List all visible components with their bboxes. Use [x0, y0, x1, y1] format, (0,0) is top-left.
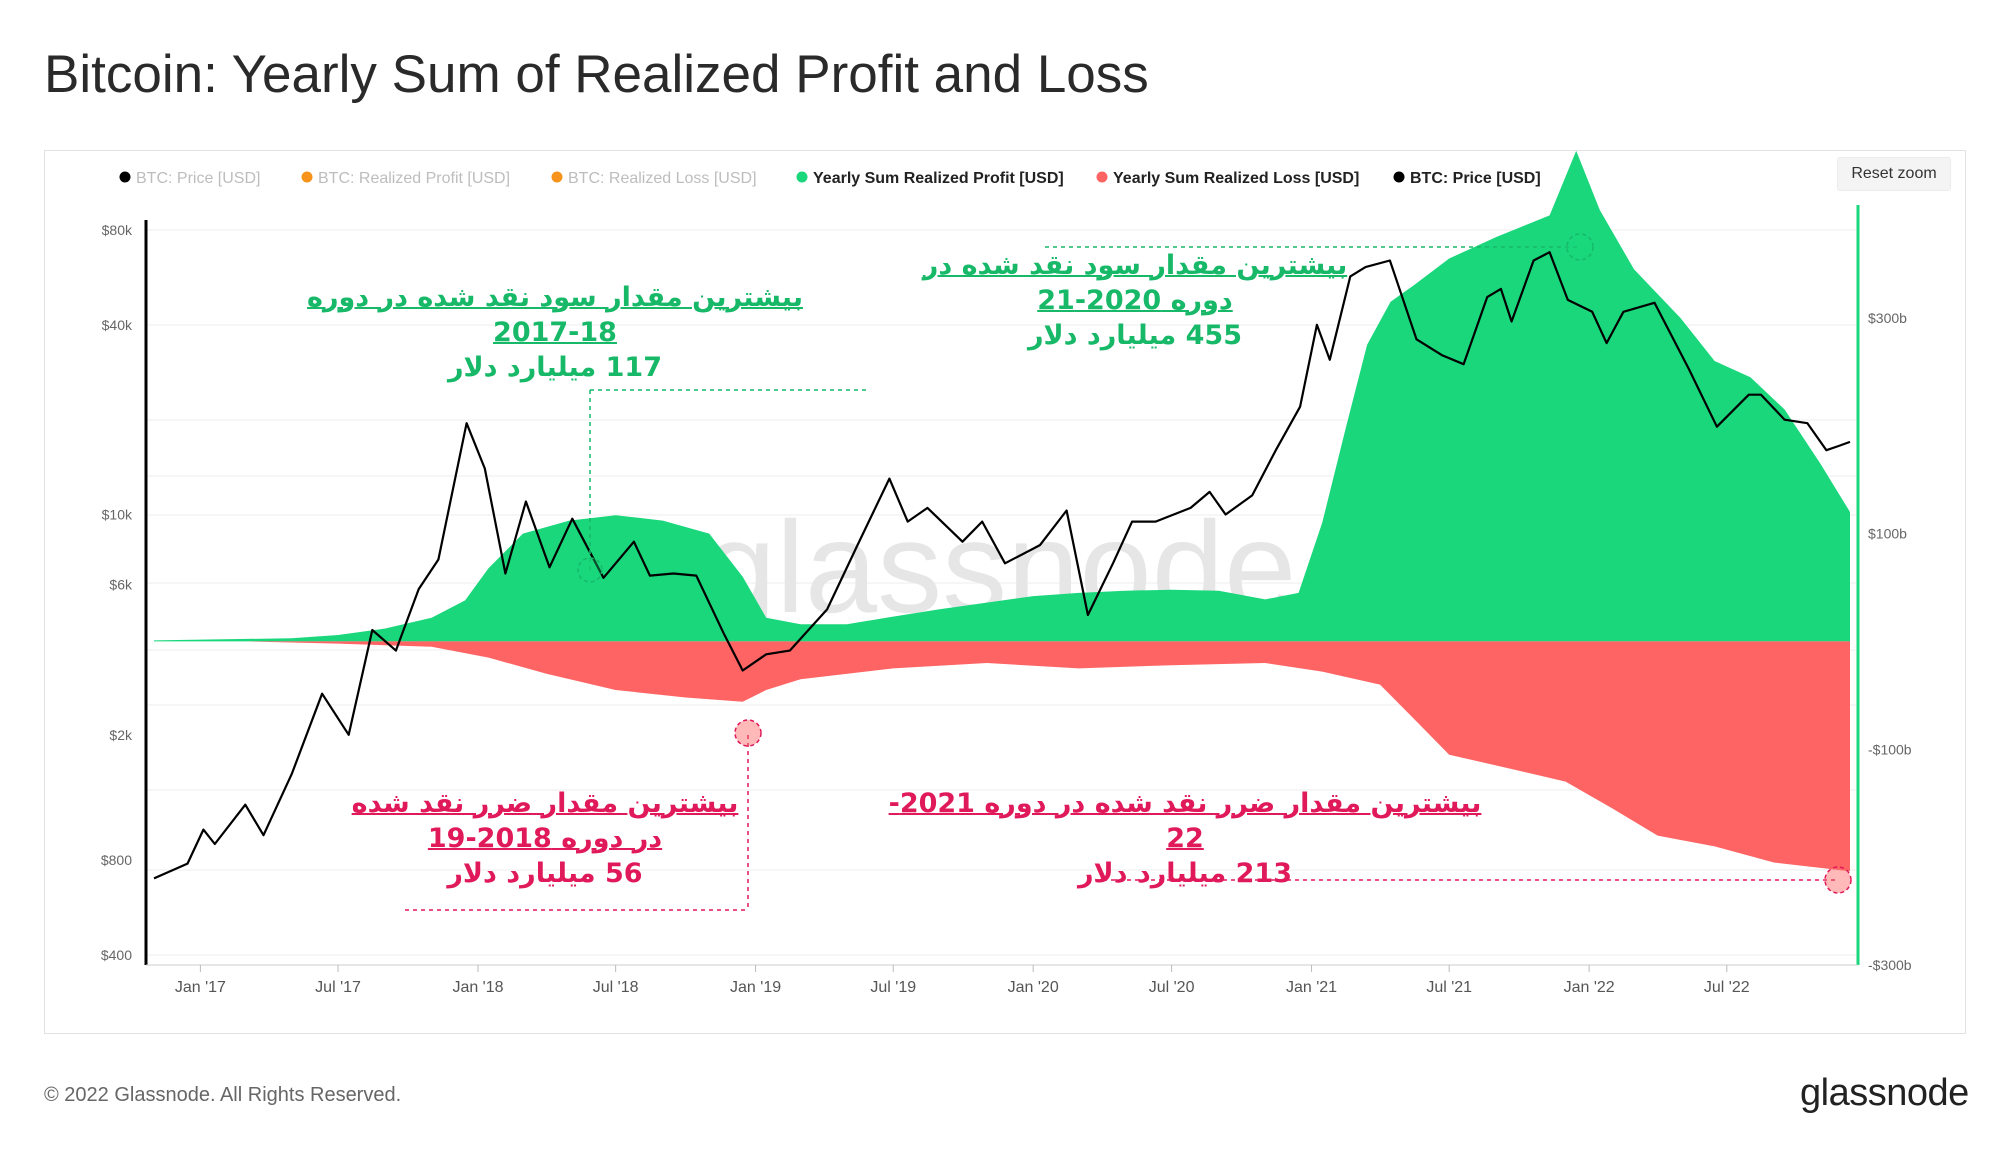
chart-frame: [44, 150, 1966, 1034]
price-line: [153, 251, 1851, 880]
x-tick-label: Jul '19: [870, 979, 916, 996]
annotation-line: در دوره 2018-19: [427, 823, 663, 855]
annotation-line: بیشترین مقدار سود نقد شده در دوره: [307, 282, 803, 313]
legend-marker-icon: [119, 171, 131, 183]
profit-area: [154, 150, 1850, 642]
legend-label: BTC: Price [USD]: [136, 170, 260, 187]
x-tick-label: Jan '22: [1564, 979, 1615, 996]
copyright-text: © 2022 Glassnode. All Rights Reserved.: [44, 1084, 402, 1106]
annotation-profit-2020: بیشترین مقدار سود نقد شده در دوره 2020-2…: [905, 248, 1365, 353]
y-left-tick-label: $10k: [102, 507, 133, 523]
peak-marker: [577, 557, 603, 583]
annotation-line: بیشترین مقدار ضرر نقد شده: [351, 788, 739, 819]
annotation-line: بیشترین مقدار ضرر نقد شده در دوره 2021-2…: [888, 788, 1482, 855]
annotation-line: 56 میلیارد دلار: [447, 858, 643, 890]
annotation-loss-2018: بیشترین مقدار ضرر نقد شده در دوره 2018-1…: [340, 786, 750, 891]
glassnode-logo: glassnode: [1800, 1072, 1969, 1114]
annotation-profit-2017: بیشترین مقدار سود نقد شده در دوره 2017-1…: [300, 280, 810, 385]
x-tick-label: Jul '21: [1426, 979, 1472, 996]
x-tick-label: Jul '18: [593, 979, 639, 996]
y-left-tick-label: $6k: [109, 576, 133, 592]
y-right-tick-label: $100b: [1868, 526, 1907, 542]
annotation-loss-2021: بیشترین مقدار ضرر نقد شده در دوره 2021-2…: [875, 786, 1495, 891]
peak-marker: [1566, 233, 1594, 261]
annotation-line: 455 میلیارد دلار: [1028, 320, 1242, 352]
legend-item: BTC: Price [USD]: [119, 170, 260, 187]
y-left-tick-label: $80k: [102, 222, 133, 238]
legend-marker-icon: [796, 171, 808, 183]
annotation-line: 213 میلیارد دلار: [1078, 858, 1292, 890]
legend-item: BTC: Price [USD]: [1393, 170, 1541, 187]
annotation-line: 2017-18: [493, 317, 617, 349]
x-tick-label: Jan '20: [1008, 979, 1059, 996]
legend-item: Yearly Sum Realized Profit [USD]: [796, 170, 1064, 187]
trough-marker: [734, 719, 762, 747]
legend-label: Yearly Sum Realized Profit [USD]: [813, 170, 1064, 187]
x-tick-label: Jul '22: [1704, 979, 1750, 996]
legend-marker-icon: [551, 171, 563, 183]
reset-zoom-button[interactable]: Reset zoom: [1837, 157, 1951, 191]
legend-label: BTC: Realized Loss [USD]: [568, 170, 757, 187]
annotation-line: 117 میلیارد دلار: [448, 352, 662, 384]
area-layer: [154, 150, 1850, 872]
legend-marker-icon: [1393, 171, 1405, 183]
legend-label: Yearly Sum Realized Loss [USD]: [1113, 170, 1359, 187]
x-tick-label: Jul '20: [1149, 979, 1195, 996]
loss-area: [154, 641, 1850, 872]
trough-marker: [1824, 866, 1852, 894]
x-tick-label: Jan '17: [175, 979, 226, 996]
legend-label: BTC: Price [USD]: [1410, 170, 1541, 187]
annotation-line: دوره 2020-21: [1037, 285, 1233, 317]
page-title: Bitcoin: Yearly Sum of Realized Profit a…: [44, 45, 1149, 104]
legend-item: BTC: Realized Loss [USD]: [551, 170, 757, 187]
x-tick-label: Jan '18: [452, 979, 503, 996]
y-right-tick-label: -$300b: [1868, 957, 1912, 973]
y-right-tick-label: -$100b: [1868, 741, 1912, 757]
y-left-tick-label: $40k: [102, 317, 133, 333]
x-tick-label: Jan '21: [1286, 979, 1337, 996]
annotation-guides: [405, 233, 1852, 911]
legend-item: BTC: Realized Profit [USD]: [301, 170, 510, 187]
annotation-line: بیشترین مقدار سود نقد شده در: [922, 250, 1348, 281]
price-layer: [153, 251, 1851, 880]
x-tick-label: Jul '17: [315, 979, 361, 996]
legend: BTC: Price [USD] BTC: Realized Profit [US…: [119, 170, 1541, 187]
legend-item: Yearly Sum Realized Loss [USD]: [1096, 170, 1359, 187]
y-left-tick-label: $400: [101, 947, 132, 963]
y-left-tick-label: $2k: [109, 727, 133, 743]
y-left-tick-label: $800: [101, 852, 132, 868]
legend-marker-icon: [301, 171, 313, 183]
axis-layer: $400 $800 $2k $6k $10k $40k $80k -$300b -$100b $1…: [101, 205, 1912, 996]
legend-label: BTC: Realized Profit [USD]: [318, 170, 510, 187]
y-right-tick-label: $300b: [1868, 310, 1907, 326]
x-tick-label: Jan '19: [730, 979, 781, 996]
legend-marker-icon: [1096, 171, 1108, 183]
